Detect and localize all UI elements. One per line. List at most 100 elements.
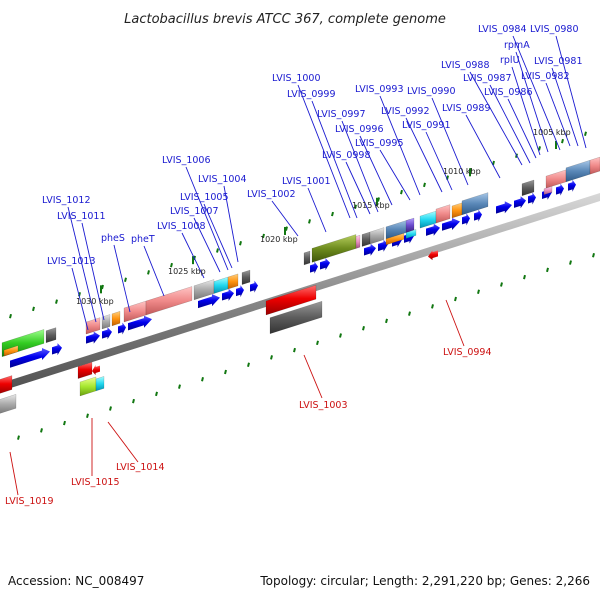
forward-feature-23[interactable] xyxy=(521,179,535,197)
reverse-feature-1[interactable] xyxy=(265,284,317,316)
forward-feature-19[interactable] xyxy=(419,210,437,229)
gene-label-lvis-0993[interactable]: LVIS_0993 xyxy=(355,84,404,95)
gene-label-lvis-0986[interactable]: LVIS_0986 xyxy=(484,87,533,98)
forward-cds-1[interactable] xyxy=(10,348,50,368)
label-leader-line xyxy=(379,95,421,196)
forward-cds-20[interactable] xyxy=(474,209,482,222)
forward-feature-5[interactable] xyxy=(111,310,121,327)
gene-label-lvis-1008[interactable]: LVIS_1008 xyxy=(157,221,206,232)
forward-feature-9[interactable] xyxy=(213,276,229,294)
gene-label-lvis-0999[interactable]: LVIS_0999 xyxy=(287,89,336,100)
forward-cds-14[interactable] xyxy=(378,239,388,252)
gene-label-lvis-0997[interactable]: LVIS_0997 xyxy=(317,109,366,120)
forward-feature-2[interactable] xyxy=(45,327,57,344)
reverse-feature-7[interactable] xyxy=(0,393,17,414)
gene-label-lvis-1000[interactable]: LVIS_1000 xyxy=(272,73,321,84)
gene-label-lvis-1012[interactable]: LVIS_1012 xyxy=(42,195,91,206)
gene-label-lvis-1013[interactable]: LVIS_1013 xyxy=(47,256,96,267)
forward-subfeature-4[interactable] xyxy=(543,185,553,196)
gene-label-lvis-1015[interactable]: LVIS_1015 xyxy=(71,477,120,488)
forward-feature-11[interactable] xyxy=(241,269,251,285)
gene-label-lvis-0998[interactable]: LVIS_0998 xyxy=(322,150,371,161)
label-leader-line xyxy=(307,187,327,233)
gene-label-lvis-0992[interactable]: LVIS_0992 xyxy=(381,106,430,117)
forward-cds-19[interactable] xyxy=(462,213,470,226)
forward-feature-15[interactable] xyxy=(361,231,371,247)
gene-label-lvis-0991[interactable]: LVIS_0991 xyxy=(402,120,451,131)
gene-label-lvis-0996[interactable]: LVIS_0996 xyxy=(335,124,384,135)
gene-label-lvis-0988[interactable]: LVIS_0988 xyxy=(441,60,490,71)
forward-feature-13[interactable] xyxy=(311,234,357,263)
forward-feature-20[interactable] xyxy=(435,204,451,224)
gene-label-lvis-1006[interactable]: LVIS_1006 xyxy=(162,155,211,166)
gene-label-lvis-0981[interactable]: LVIS_0981 xyxy=(534,56,583,67)
reverse-feature-3[interactable] xyxy=(77,361,93,379)
gene-label-lvis-0982[interactable]: LVIS_0982 xyxy=(521,71,570,82)
forward-cds-7[interactable] xyxy=(198,294,220,309)
reverse-feature-6[interactable] xyxy=(0,375,13,394)
reverse-feature-2[interactable] xyxy=(269,300,323,335)
gene-label-lvis-0980[interactable]: LVIS_0980 xyxy=(530,24,579,35)
forward-cds-13[interactable] xyxy=(364,243,376,256)
forward-cds-2[interactable] xyxy=(52,343,62,356)
forward-cds-5[interactable] xyxy=(118,322,126,335)
forward-cds-12[interactable] xyxy=(320,258,330,271)
forward-cds-25[interactable] xyxy=(556,183,564,196)
gene-label-lvis-1001[interactable]: LVIS_1001 xyxy=(282,176,331,187)
forward-cds-18[interactable] xyxy=(442,217,460,231)
gene-label-lvis-0987[interactable]: LVIS_0987 xyxy=(463,73,512,84)
forward-cds-4[interactable] xyxy=(102,327,112,340)
forward-feature-21[interactable] xyxy=(451,202,463,219)
forward-cds-10[interactable] xyxy=(250,280,258,293)
forward-subfeature-2[interactable] xyxy=(385,232,405,246)
gene-label-lvis-1005[interactable]: LVIS_1005 xyxy=(180,192,229,203)
forward-cds-3[interactable] xyxy=(86,331,100,344)
tick-dot-lower xyxy=(454,296,457,302)
forward-subfeature-3[interactable] xyxy=(405,229,417,239)
forward-feature-8[interactable] xyxy=(193,279,215,301)
gene-label-rplu[interactable]: rplU xyxy=(500,55,520,66)
gene-label-lvis-1011[interactable]: LVIS_1011 xyxy=(57,211,106,222)
forward-feature-14[interactable] xyxy=(355,234,361,249)
forward-cds-11[interactable] xyxy=(310,261,318,274)
gene-label-phet[interactable]: pheT xyxy=(131,234,155,245)
tick-dot-upper xyxy=(400,189,403,195)
reverse-feature-4[interactable] xyxy=(79,376,97,397)
forward-cds-17[interactable] xyxy=(426,223,440,236)
forward-feature-22[interactable] xyxy=(461,192,489,216)
forward-cds-21[interactable] xyxy=(496,201,512,214)
forward-feature-24[interactable] xyxy=(545,169,567,189)
reverse-cds-small[interactable] xyxy=(92,365,100,376)
gene-label-lvis-1002[interactable]: LVIS_1002 xyxy=(247,189,296,200)
forward-cds-26[interactable] xyxy=(568,179,576,192)
forward-cds-8[interactable] xyxy=(222,288,234,301)
forward-subfeature-1[interactable] xyxy=(3,345,19,357)
gene-label-lvis-0994[interactable]: LVIS_0994 xyxy=(443,347,492,358)
reverse-feature-5[interactable] xyxy=(95,376,105,392)
gene-label-lvis-1004[interactable]: LVIS_1004 xyxy=(198,174,247,185)
forward-feature-16[interactable] xyxy=(369,227,385,245)
gene-label-lvis-1003[interactable]: LVIS_1003 xyxy=(299,400,348,411)
gene-label-lvis-1014[interactable]: LVIS_1014 xyxy=(116,462,165,473)
gene-label-lvis-0984[interactable]: LVIS_0984 xyxy=(478,24,527,35)
gene-label-lvis-0995[interactable]: LVIS_0995 xyxy=(355,138,404,149)
tick-label-1030: 1030 kbp xyxy=(76,297,114,306)
forward-feature-10[interactable] xyxy=(227,273,239,290)
forward-cds-9[interactable] xyxy=(236,285,244,298)
forward-cds-6[interactable] xyxy=(128,315,152,331)
forward-feature-12[interactable] xyxy=(303,250,311,266)
forward-cds-23[interactable] xyxy=(528,192,536,205)
gene-label-lvis-0990[interactable]: LVIS_0990 xyxy=(407,86,456,97)
gene-label-lvis-1007[interactable]: LVIS_1007 xyxy=(170,206,219,217)
forward-cds-22[interactable] xyxy=(514,196,526,209)
tick-dot-lower xyxy=(63,420,66,426)
forward-feature-26[interactable] xyxy=(589,156,600,175)
forward-feature-25[interactable] xyxy=(565,159,591,183)
forward-feature-7[interactable] xyxy=(145,286,193,316)
gene-label-phes[interactable]: pheS xyxy=(101,233,125,244)
gene-label-lvis-0989[interactable]: LVIS_0989 xyxy=(442,103,491,114)
gene-label-lvis-1019[interactable]: LVIS_1019 xyxy=(5,496,54,507)
gene-label-rpma[interactable]: rpmA xyxy=(504,40,530,51)
reverse-cds-lvis-0994[interactable] xyxy=(428,250,438,261)
forward-feature-3[interactable] xyxy=(85,317,101,335)
